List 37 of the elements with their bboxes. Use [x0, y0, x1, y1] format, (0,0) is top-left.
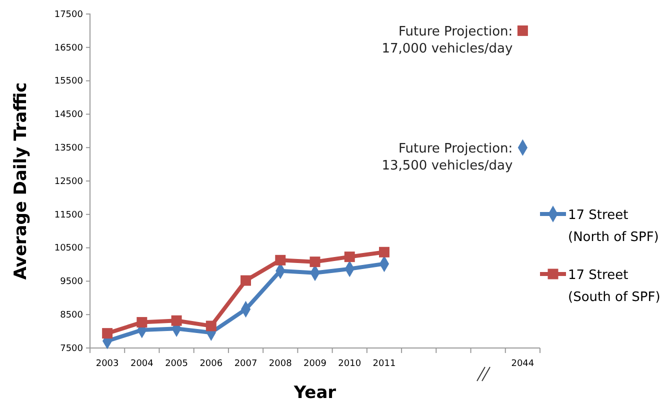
y-tick-label: 14500: [54, 110, 84, 120]
y-tick-label: 8500: [60, 310, 84, 320]
point: [240, 275, 252, 286]
x-tick-label: 2011: [372, 359, 396, 369]
x-tick-label: 2005: [165, 359, 188, 369]
y-tick-label: 12500: [54, 176, 84, 187]
point: [344, 252, 355, 262]
x-tick-label: 2003: [96, 359, 119, 369]
legend-label: 17 Street (North of SPF): [568, 208, 659, 245]
x-axis-title: Year: [292, 383, 337, 403]
point: [206, 320, 216, 332]
y-tick-label: 13500: [54, 143, 84, 154]
point: [136, 317, 148, 328]
y-tick-label: 16500: [54, 43, 84, 54]
y-tick-label: 17500: [54, 10, 84, 20]
y-tick-label: 7500: [60, 344, 84, 354]
x-tick-label: 2006: [200, 359, 223, 369]
y-tick-label: 9500: [60, 277, 84, 288]
point: [275, 254, 286, 266]
y-tick-label: 10500: [54, 244, 84, 254]
x-tick-label: 2009: [304, 359, 327, 369]
x-tick-label: 2004: [130, 359, 154, 369]
point: [517, 25, 528, 36]
x-tick-label: 2008: [268, 359, 292, 369]
y-tick-label: 11500: [54, 210, 84, 220]
x-tick-label: 2007: [234, 359, 258, 369]
point: [378, 246, 390, 258]
point: [171, 315, 182, 326]
point: [102, 328, 113, 339]
x-tick-label: 2044: [511, 359, 534, 369]
x-tick-label: 2010: [338, 359, 362, 369]
y-tick-label: 15500: [54, 76, 84, 87]
annotation: Future Projection: 17,000 vehicles/day: [382, 24, 513, 57]
y-axis-title: Average Daily Traffic: [11, 82, 31, 280]
legend-label: 17 Street (South of SPF): [568, 268, 660, 305]
annotation: Future Projection: 13,500 vehicles/day: [382, 142, 513, 174]
point: [310, 256, 320, 268]
